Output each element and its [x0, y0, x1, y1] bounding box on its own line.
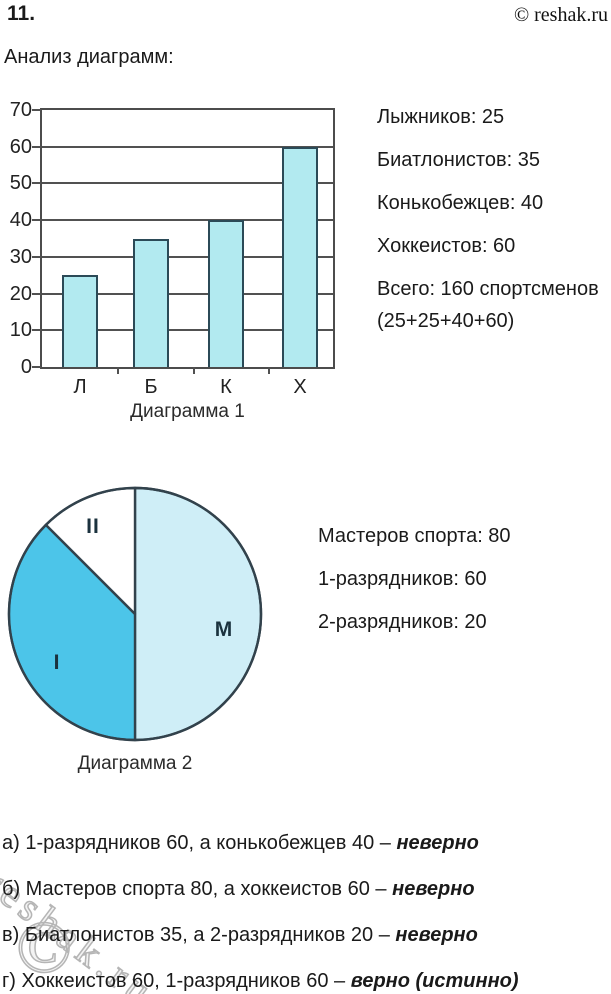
y-tick-40: [32, 219, 41, 222]
pie-outline: [7, 486, 263, 742]
y-axis-label-0: 0: [20, 356, 32, 378]
x-tick-0: [117, 367, 119, 374]
pie-chart-notes: Мастеров спорта: 80 1-разрядников: 60 2-…: [318, 526, 511, 655]
answer-b-verdict: неверно: [392, 878, 475, 900]
gridline-60: [42, 145, 333, 148]
pie-slice-М: [133, 486, 263, 742]
answer-v-text: в) Биатлонистов 35, а 2-разрядников 20 –: [2, 924, 396, 946]
bar-Л: [62, 275, 98, 367]
answer-a-text: а) 1-разрядников 60, а конькобежцев 40 –: [2, 832, 397, 854]
note-skaters: Конькобежцев: 40: [377, 192, 544, 214]
pie-label-II: II: [86, 515, 100, 538]
y-tick-20: [32, 292, 41, 295]
y-axis-label-10: 10: [9, 319, 32, 342]
answer-g-text: г) Хоккеистов 60, 1-разрядников 60 –: [2, 970, 351, 992]
answer-v: в) Биатлонистов 35, а 2-разрядников 20 –…: [2, 924, 519, 946]
y-axis-label-70: 70: [9, 99, 32, 121]
note-second-class: 2-разрядников: 20: [318, 611, 487, 633]
note-biathletes: Биатлонистов: 35: [377, 149, 540, 171]
answer-b: б) Мастеров спорта 80, а хоккеистов 60 –…: [2, 878, 519, 900]
y-tick-10: [32, 329, 41, 332]
x-axis-label-К: К: [220, 376, 232, 398]
answer-a-verdict: неверно: [396, 832, 479, 854]
x-axis-label-Л: Л: [73, 376, 87, 398]
pie-label-М: М: [214, 618, 234, 641]
x-axis-label-Б: Б: [144, 376, 158, 398]
copyright-icon: ©: [15, 907, 73, 989]
bar-Б: [133, 238, 169, 367]
answers-list: а) 1-разрядников 60, а конькобежцев 40 –…: [2, 832, 519, 994]
gridline-50: [42, 182, 333, 185]
y-tick-70: [32, 109, 41, 111]
note-masters: Мастеров спорта: 80: [318, 525, 511, 547]
answer-g: г) Хоккеистов 60, 1-разрядников 60 – вер…: [2, 970, 519, 992]
y-tick-60: [32, 145, 41, 148]
answer-v-verdict: неверно: [395, 924, 478, 946]
gridline-40: [42, 219, 333, 222]
y-axis-label-30: 30: [9, 245, 32, 268]
x-tick-1: [193, 367, 195, 374]
x-axis-label-Х: Х: [293, 376, 307, 398]
pie-chart: [7, 486, 263, 742]
y-tick-0: [32, 366, 41, 368]
gridline-20: [42, 292, 333, 295]
pie-label-I: I: [53, 651, 61, 674]
answer-b-text: б) Мастеров спорта 80, а хоккеистов 60 –: [2, 878, 393, 900]
bar-chart-notes: Лыжников: 25 Биатлонистов: 35 Конькобежц…: [377, 107, 599, 354]
note-total-sum: (25+25+40+60): [377, 310, 515, 332]
site-credit: © reshak.ru: [513, 4, 608, 26]
y-tick-50: [32, 182, 41, 185]
y-axis-label-20: 20: [9, 282, 32, 305]
bar-chart-caption: Диаграмма 1: [130, 401, 245, 422]
y-tick-30: [32, 255, 41, 258]
note-hockey-players: Хоккеистов: 60: [377, 235, 516, 257]
page-heading: Анализ диаграмм:: [4, 46, 174, 68]
y-axis-label-50: 50: [9, 172, 32, 195]
note-total: Всего: 160 спортсменов: [377, 278, 599, 300]
gridline-10: [42, 329, 333, 332]
bar-chart-plot: [32, 108, 335, 374]
pie-chart-caption: Диаграмма 2: [77, 753, 193, 774]
gridline-30: [42, 255, 333, 258]
note-skiers: Лыжников: 25: [377, 106, 505, 128]
x-tick-2: [268, 367, 270, 374]
answer-a: а) 1-разрядников 60, а конькобежцев 40 –…: [2, 832, 519, 854]
problem-number: 11.: [7, 2, 36, 25]
bar-chart-y-axis-labels: 0 10 20 30 40 50 60 70: [0, 100, 34, 377]
y-axis-label-40: 40: [9, 209, 32, 232]
y-axis-label-60: 60: [9, 135, 32, 158]
bar-Х: [282, 146, 318, 367]
bar-К: [208, 220, 244, 367]
note-first-class: 1-разрядников: 60: [318, 568, 487, 590]
answer-g-verdict: верно (истинно): [350, 970, 519, 992]
